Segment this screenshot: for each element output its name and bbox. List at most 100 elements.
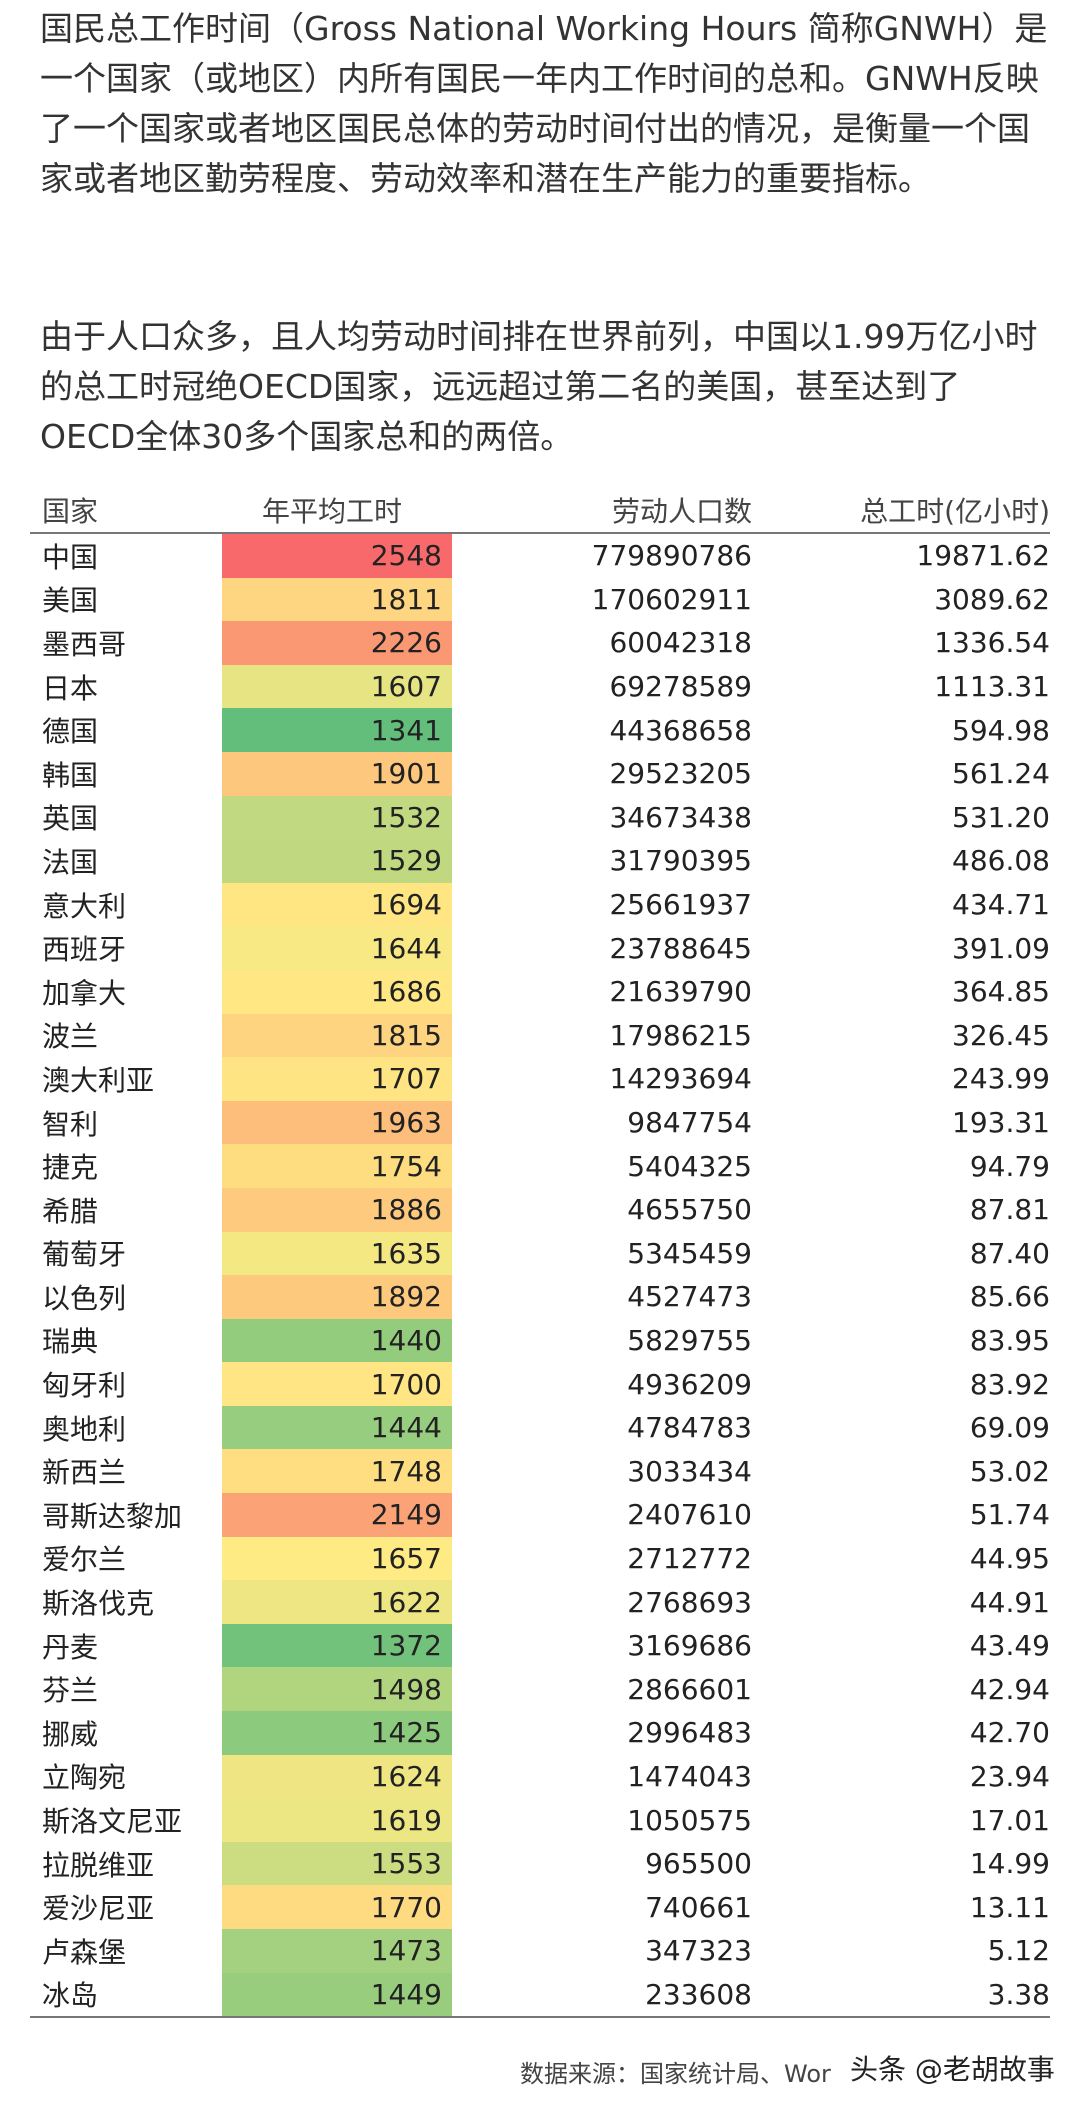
table-row: 英国 1532 34673438 531.20 xyxy=(30,795,1050,840)
hours-cell: 1700 xyxy=(222,1362,452,1406)
workers-cell: 233608 xyxy=(452,1972,752,2019)
table-row: 哥斯达黎加 2149 2407610 51.74 xyxy=(30,1493,1050,1537)
country-cell: 爱尔兰 xyxy=(42,1543,127,1577)
total-cell: 561.24 xyxy=(952,757,1050,791)
total-cell: 326.45 xyxy=(952,1018,1050,1052)
hours-cell: 1811 xyxy=(222,577,452,622)
intro-paragraph: 国民总工作时间（Gross National Working Hours 简称G… xyxy=(40,9,1048,198)
table-row: 瑞典 1440 5829755 83.95 xyxy=(30,1318,1050,1363)
country-cell: 卢森堡 xyxy=(42,1935,127,1969)
total-cell: 486.08 xyxy=(952,844,1050,878)
workers-cell: 5404325 xyxy=(627,1149,752,1183)
column-header: 劳动人口数 xyxy=(452,488,752,534)
hours-cell: 1901 xyxy=(222,751,452,796)
country-cell: 冰岛 xyxy=(30,1972,222,2019)
column-header: 年平均工时 xyxy=(222,488,452,534)
hours-cell: 2226 xyxy=(222,621,452,665)
total-cell: 94.79 xyxy=(969,1149,1050,1183)
hours-cell: 1619 xyxy=(222,1798,452,1842)
column-header: 总工时(亿小时) xyxy=(752,488,1050,534)
hours-cell: 1440 xyxy=(222,1318,452,1363)
total-cell: 87.40 xyxy=(969,1236,1050,1270)
hours-cell: 1707 xyxy=(222,1057,452,1101)
workers-cell: 17986215 xyxy=(609,1018,752,1052)
hours-cell: 1963 xyxy=(222,1100,452,1145)
total-cell: 1113.31 xyxy=(934,670,1050,704)
hours-cell: 1425 xyxy=(222,1711,452,1755)
country-cell: 新西兰 xyxy=(42,1456,127,1490)
hours-cell: 1748 xyxy=(222,1449,452,1494)
country-cell: 葡萄牙 xyxy=(42,1238,127,1272)
workers-cell: 25661937 xyxy=(609,888,752,922)
hours-cell: 2548 xyxy=(222,533,452,578)
total-cell: 83.92 xyxy=(969,1367,1050,1401)
table-row: 卢森堡 1473 347323 5.12 xyxy=(30,1929,1050,1973)
country-cell: 挪威 xyxy=(42,1717,99,1751)
hours-cell: 1644 xyxy=(222,926,452,970)
workers-cell: 3169686 xyxy=(627,1629,752,1663)
hours-cell: 1607 xyxy=(222,664,452,709)
total-cell: 3089.62 xyxy=(934,582,1050,616)
workers-cell: 2407610 xyxy=(627,1498,752,1532)
workers-cell: 69278589 xyxy=(609,670,752,704)
workers-cell: 14293694 xyxy=(609,1062,752,1096)
table-row: 中国 2548 779890786 19871.62 xyxy=(30,533,1050,578)
total-cell: 243.99 xyxy=(952,1062,1050,1096)
hours-cell: 1532 xyxy=(222,795,452,840)
workers-cell: 23788645 xyxy=(609,931,752,965)
total-cell: 391.09 xyxy=(952,931,1050,965)
total-cell: 53.02 xyxy=(969,1454,1050,1488)
table-row: 葡萄牙 1635 5345459 87.40 xyxy=(30,1231,1050,1276)
hours-cell: 1886 xyxy=(222,1187,452,1232)
country-cell: 拉脱维亚 xyxy=(42,1848,155,1882)
workers-cell: 34673438 xyxy=(609,800,752,834)
table-row: 墨西哥 2226 60042318 1336.54 xyxy=(30,621,1050,665)
summary-paragraph: 由于人口众多，且人均劳动时间排在世界前列，中国以1.99万亿小时的总工时冠绝OE… xyxy=(40,317,1038,456)
country-cell: 希腊 xyxy=(42,1194,99,1228)
table-row: 斯洛伐克 1622 2768693 44.91 xyxy=(30,1580,1050,1624)
total-cell: 42.70 xyxy=(969,1716,1050,1750)
table-row: 韩国 1901 29523205 561.24 xyxy=(30,751,1050,796)
table-row: 冰岛 1449 233608 3.38 xyxy=(30,1972,1050,2019)
total-cell: 69.09 xyxy=(969,1411,1050,1445)
total-cell: 3.38 xyxy=(752,1972,1050,2019)
hours-cell: 1444 xyxy=(222,1405,452,1450)
country-cell: 斯洛伐克 xyxy=(42,1587,155,1621)
total-cell: 43.49 xyxy=(969,1629,1050,1663)
workers-cell: 2996483 xyxy=(627,1716,752,1750)
workers-cell: 60042318 xyxy=(609,626,752,660)
hours-cell: 1892 xyxy=(222,1275,452,1319)
hours-cell: 1815 xyxy=(222,1013,452,1058)
hours-cell: 1498 xyxy=(222,1667,452,1712)
country-cell: 波兰 xyxy=(42,1020,99,1054)
country-cell: 爱沙尼亚 xyxy=(42,1892,155,1926)
table-row: 意大利 1694 25661937 434.71 xyxy=(30,882,1050,927)
total-cell: 83.95 xyxy=(969,1323,1050,1357)
total-cell: 51.74 xyxy=(969,1498,1050,1532)
country-cell: 澳大利亚 xyxy=(42,1063,155,1097)
table-row: 爱沙尼亚 1770 740661 13.11 xyxy=(30,1885,1050,1929)
workers-cell: 44368658 xyxy=(609,713,752,747)
table-row: 法国 1529 31790395 486.08 xyxy=(30,839,1050,883)
total-cell: 44.95 xyxy=(969,1541,1050,1575)
country-cell: 韩国 xyxy=(42,758,99,792)
watermark: 头条 @老胡故事 xyxy=(850,2053,1055,2086)
total-cell: 364.85 xyxy=(952,975,1050,1009)
workers-cell: 21639790 xyxy=(609,975,752,1009)
country-cell: 加拿大 xyxy=(42,976,127,1010)
hours-cell: 1657 xyxy=(222,1536,452,1581)
hours-cell: 1622 xyxy=(222,1580,452,1624)
table-head: 国家 年平均工时 劳动人口数 总工时(亿小时) xyxy=(30,488,1050,534)
total-cell: 14.99 xyxy=(969,1847,1050,1881)
workers-cell: 347323 xyxy=(645,1934,752,1968)
table-row: 澳大利亚 1707 14293694 243.99 xyxy=(30,1057,1050,1101)
source-note: 数据来源：国家统计局、Wor xyxy=(520,2060,831,2088)
table-row: 匈牙利 1700 4936209 83.92 xyxy=(30,1362,1050,1406)
workers-cell: 29523205 xyxy=(609,757,752,791)
workers-cell: 1050575 xyxy=(627,1803,752,1837)
country-cell: 丹麦 xyxy=(42,1630,99,1664)
country-cell: 捷克 xyxy=(42,1151,99,1185)
table-row: 德国 1341 44368658 594.98 xyxy=(30,708,1050,752)
table-body: 中国 2548 779890786 19871.62 美国 1811 170602911 30… xyxy=(30,533,1050,2019)
